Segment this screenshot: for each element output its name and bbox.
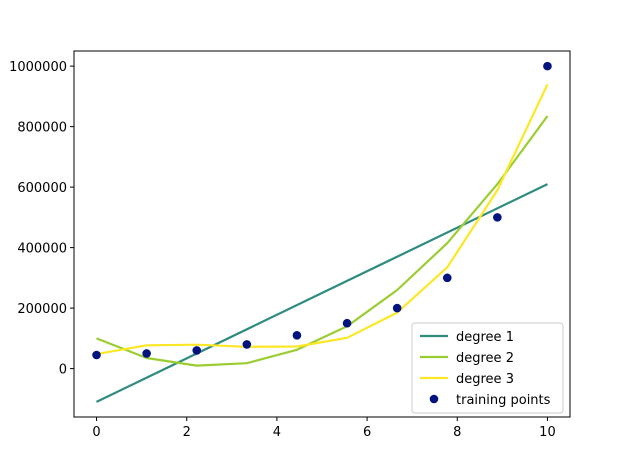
x-tick-label: 4 <box>273 425 281 440</box>
training-point <box>342 318 352 328</box>
x-tick-label: 2 <box>183 425 191 440</box>
x-tick-label: 6 <box>363 425 371 440</box>
plot-frame <box>73 50 571 418</box>
legend-label-degree-3: degree 3 <box>456 372 514 387</box>
y-tick-label: 800000 <box>17 121 67 136</box>
legend: degree 1 degree 2 degree 3 training points <box>411 322 564 414</box>
training-point <box>442 273 452 283</box>
x-tick-label: 10 <box>539 425 556 440</box>
training-point <box>292 331 302 340</box>
y-axis: 0 200000 400000 600000 800000 1000000 <box>9 60 74 378</box>
x-tick-label: 8 <box>453 425 461 440</box>
y-tick-label: 0 <box>59 363 67 378</box>
series-line-degree-3 <box>96 83 549 356</box>
legend-box <box>411 322 564 414</box>
legend-label-degree-1: degree 1 <box>456 330 514 345</box>
legend-swatch-training-points <box>429 394 439 404</box>
training-point <box>242 340 252 349</box>
training-point <box>92 350 101 360</box>
training-point <box>543 61 552 71</box>
training-point <box>192 346 202 355</box>
legend-label-degree-2: degree 2 <box>456 351 514 366</box>
y-tick-label: 600000 <box>17 181 67 196</box>
series-layer <box>92 61 552 403</box>
training-point <box>142 349 151 358</box>
legend-label-training-points: training points <box>456 393 551 408</box>
y-tick-label: 1000000 <box>9 60 67 75</box>
training-point <box>493 213 502 222</box>
training-point <box>392 303 402 313</box>
y-tick-label: 200000 <box>17 302 67 317</box>
series-line-degree-1 <box>96 183 548 403</box>
y-tick-label: 400000 <box>17 242 67 257</box>
x-axis: 0 2 4 6 8 10 <box>92 417 556 440</box>
x-tick-label: 0 <box>92 425 100 440</box>
series-line-degree-2 <box>96 115 549 367</box>
